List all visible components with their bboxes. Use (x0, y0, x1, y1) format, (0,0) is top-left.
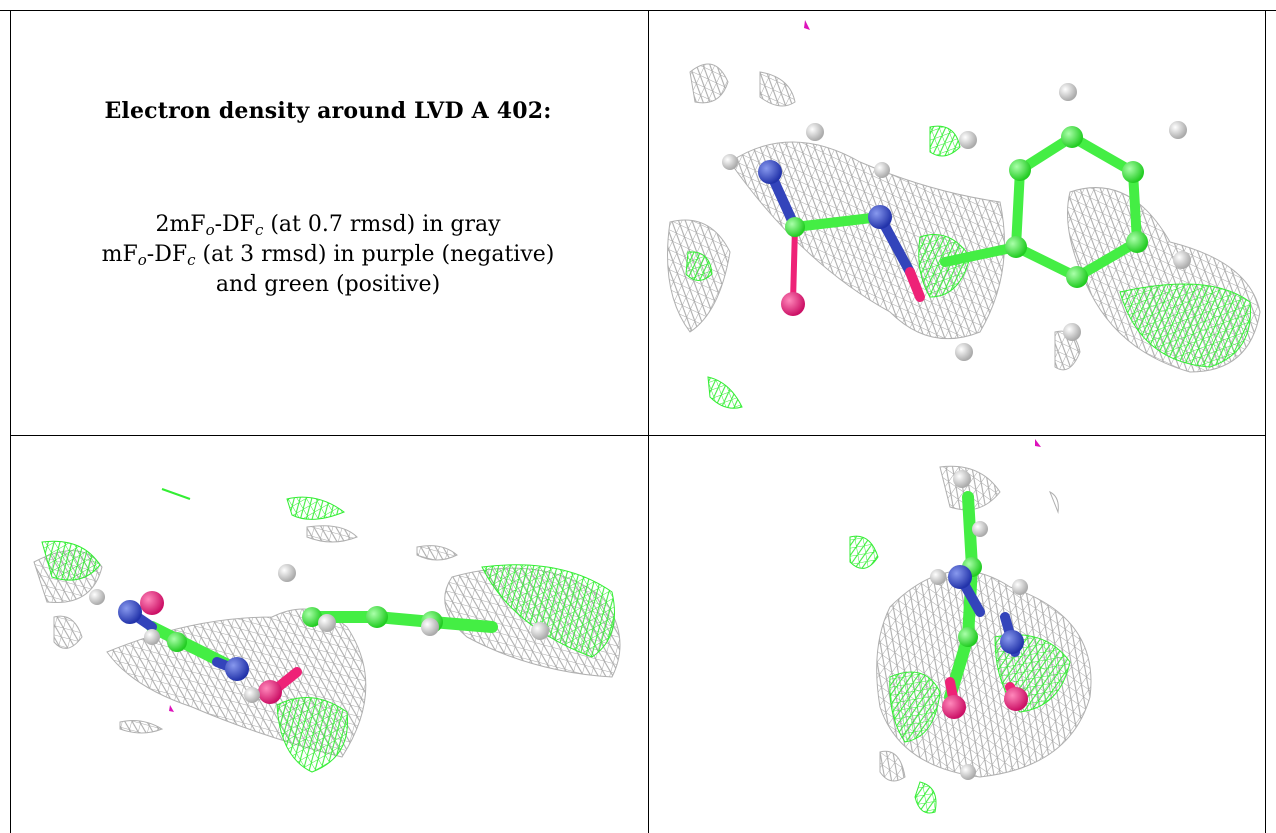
view-bottom-right (650, 437, 1264, 833)
density-view-3 (849, 439, 1092, 814)
border-middle (10, 435, 1266, 436)
density-view-2 (33, 488, 621, 773)
border-left (10, 10, 11, 833)
caption-cell: Electron density around LVD A 402: 2mFo-… (10, 10, 646, 425)
border-top (0, 10, 1276, 11)
border-right (1265, 10, 1266, 833)
view-bottom-left (12, 437, 646, 833)
density-view-1 (667, 20, 1261, 409)
legend-line-2fofc: 2mFo-DFc (at 0.7 rmsd) in gray (155, 212, 501, 239)
legend-line-colors: and green (positive) (215, 272, 441, 297)
view-top-right (650, 12, 1264, 434)
figure-title: Electron density around LVD A 402: (104, 98, 552, 124)
border-center (648, 10, 649, 833)
legend-text: 2mFo-DFc (at 0.7 rmsd) in gray mFo-DFc (… (10, 210, 646, 300)
legend-line-fofc: mFo-DFc (at 3 rmsd) in purple (negative) (101, 242, 555, 269)
